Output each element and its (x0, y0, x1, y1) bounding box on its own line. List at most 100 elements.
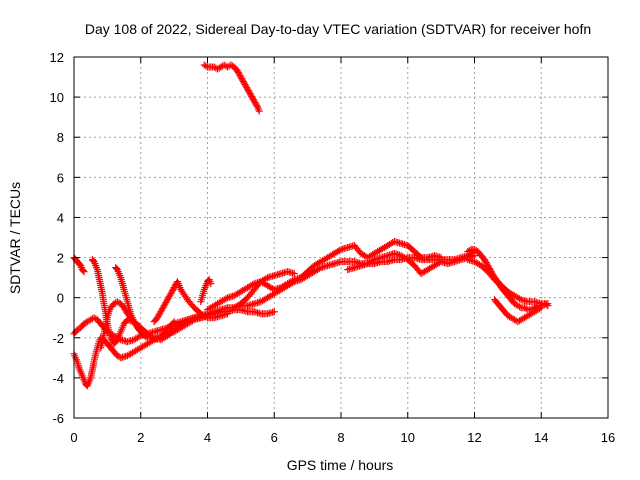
data-point (335, 247, 343, 254)
grid-lines (74, 57, 608, 418)
data-point (481, 257, 489, 265)
data-point (234, 69, 242, 76)
data-point (290, 270, 298, 278)
data-point (156, 309, 164, 317)
data-point (243, 84, 251, 92)
series-track-j (230, 268, 298, 312)
series-track-h (197, 276, 215, 306)
x-axis-label: GPS time / hours (287, 457, 394, 473)
data-point (163, 297, 171, 305)
y-tick-label: -4 (52, 371, 64, 386)
series-track-m (464, 256, 552, 308)
data-point (131, 319, 139, 327)
y-axis-ticks: -6 -4 -2 0 2 4 6 8 10 12 (50, 50, 608, 426)
data-point (224, 310, 231, 318)
series-track-o (200, 61, 263, 115)
data-point (522, 305, 530, 313)
data-point (235, 70, 243, 78)
y-tick-label: 10 (50, 90, 64, 105)
data-point (170, 284, 178, 292)
data-point (158, 306, 166, 314)
data-point (481, 256, 488, 264)
data-point (76, 261, 84, 269)
data-point (167, 290, 175, 298)
x-axis-ticks: 0 2 4 6 8 10 12 14 16 (70, 57, 615, 445)
data-point (143, 334, 151, 342)
series-track-n (491, 296, 545, 326)
x-tick-label: 0 (70, 430, 77, 445)
data-point (289, 277, 297, 285)
data-point (516, 295, 524, 303)
data-point (238, 75, 246, 83)
y-tick-label: -2 (52, 331, 64, 346)
data-point (369, 257, 377, 265)
series-track-c (70, 254, 88, 276)
data-point (249, 94, 257, 102)
data-point (161, 300, 169, 308)
data-point (142, 333, 150, 341)
data-point (202, 62, 210, 70)
data-point (80, 268, 88, 276)
data-point (471, 252, 478, 260)
data-point (166, 291, 174, 299)
data-point (240, 79, 248, 87)
series-track-f (112, 264, 151, 342)
data-point (170, 318, 178, 326)
data-point (164, 294, 172, 302)
data-point (162, 299, 170, 307)
data-point (169, 285, 177, 293)
data-point (182, 317, 190, 325)
data-point (262, 275, 270, 283)
data-point (157, 308, 165, 316)
data-point (466, 247, 473, 254)
data-point (246, 90, 254, 98)
data-point (249, 96, 257, 104)
data-point (130, 318, 138, 326)
data-point (315, 265, 323, 273)
data-points (70, 61, 552, 390)
data-point (255, 107, 263, 115)
x-tick-label: 16 (601, 430, 615, 445)
data-point (79, 267, 87, 275)
y-tick-label: 12 (50, 50, 64, 65)
y-tick-label: 0 (57, 291, 64, 306)
data-point (108, 335, 115, 343)
data-point (122, 307, 130, 315)
data-point (242, 82, 250, 90)
y-axis-label: SDTVAR / TECUs (7, 182, 23, 294)
data-point (132, 321, 140, 329)
data-point (250, 97, 258, 105)
data-point (252, 100, 260, 108)
data-point (222, 295, 230, 303)
data-point (241, 81, 249, 89)
data-point (239, 78, 247, 86)
series-track-k (344, 250, 478, 278)
data-point (202, 313, 210, 321)
data-point (239, 76, 246, 84)
data-point (163, 296, 171, 304)
y-tick-label: 6 (57, 170, 64, 185)
data-point (270, 308, 278, 316)
data-point (169, 287, 176, 295)
y-tick-label: -6 (52, 411, 64, 426)
y-tick-label: 4 (57, 210, 64, 225)
y-tick-label: 2 (57, 251, 64, 266)
data-point (165, 293, 173, 301)
data-point (483, 260, 491, 268)
data-point (416, 252, 424, 260)
data-point (107, 334, 115, 342)
data-point (155, 311, 163, 319)
x-tick-label: 14 (534, 430, 548, 445)
data-point (159, 303, 167, 311)
data-point (236, 72, 244, 80)
data-point (89, 257, 97, 265)
x-tick-label: 2 (137, 430, 144, 445)
series-track-g (150, 278, 231, 326)
x-tick-label: 4 (204, 430, 211, 445)
data-point (245, 88, 253, 96)
x-tick-label: 12 (467, 430, 481, 445)
x-tick-label: 6 (271, 430, 278, 445)
y-tick-label: 8 (57, 130, 64, 145)
data-point (484, 262, 492, 270)
